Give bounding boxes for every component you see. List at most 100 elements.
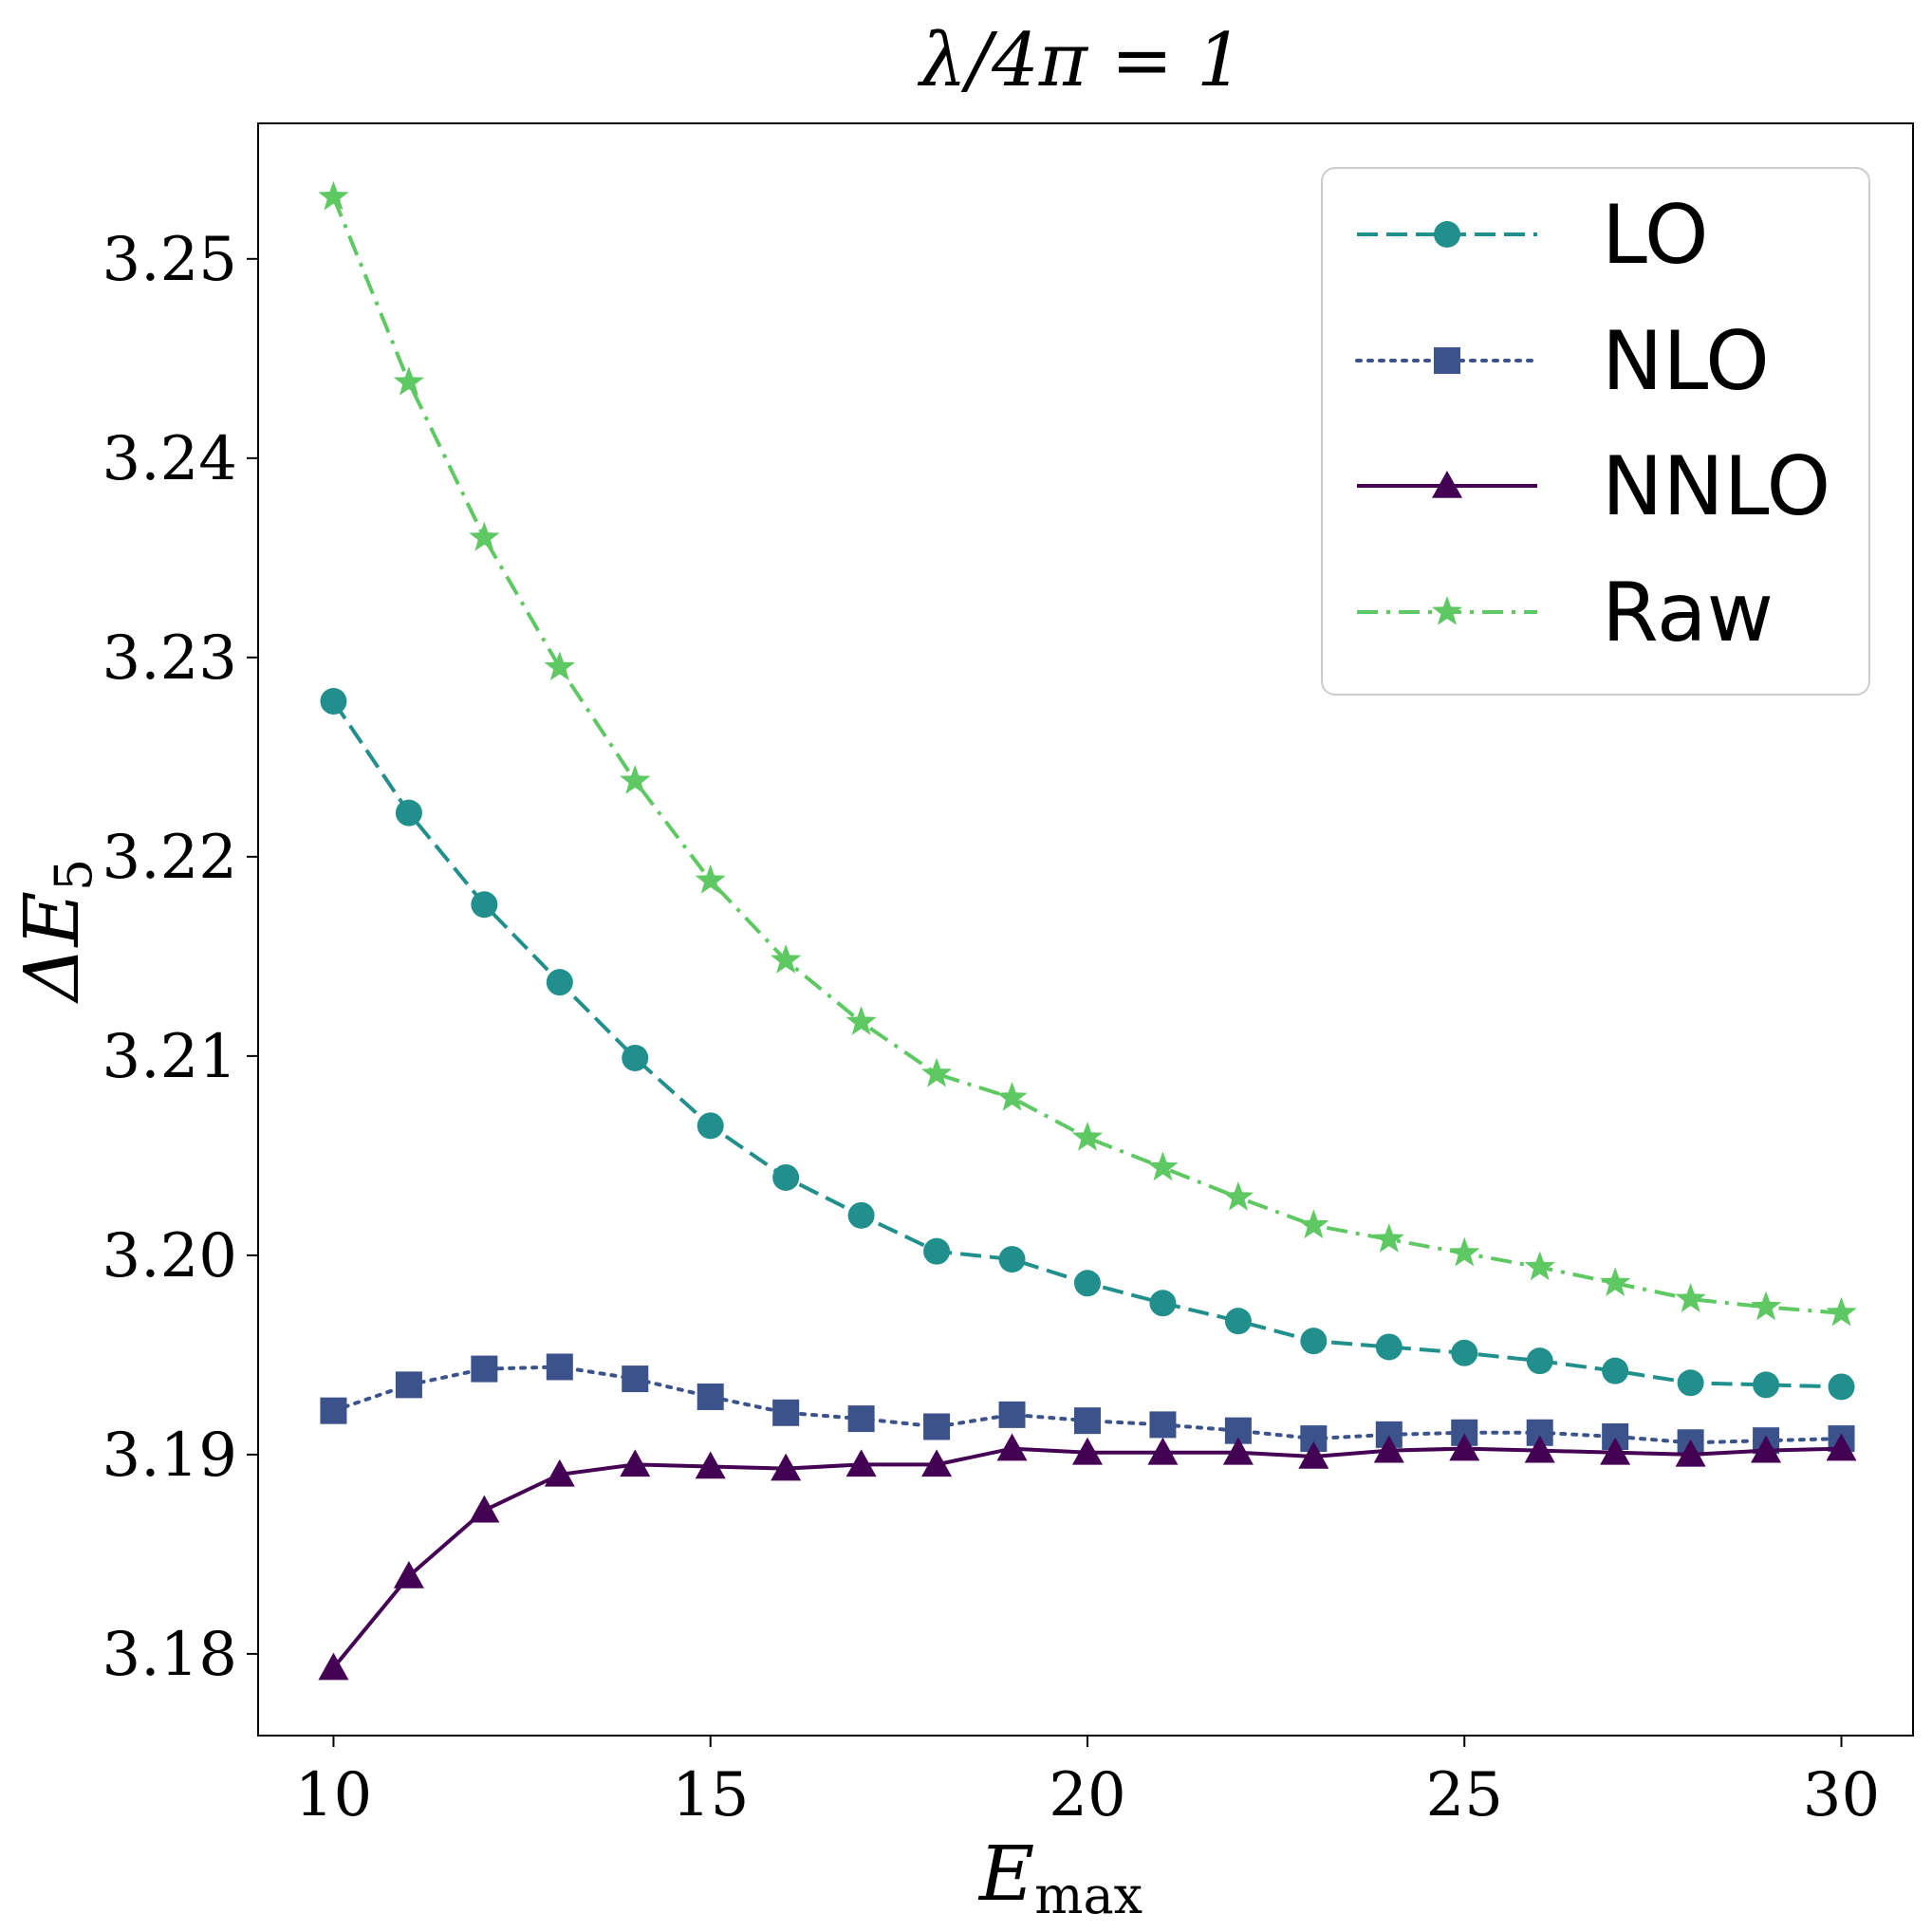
data-point-lo: [998, 1246, 1026, 1273]
data-point-raw: [845, 1006, 877, 1035]
data-point-lo: [847, 1201, 875, 1229]
y-axis-label: ΔE5: [8, 859, 103, 1005]
data-point-lo: [772, 1163, 800, 1191]
x-tick-label: 25: [1426, 1760, 1503, 1830]
data-point-nnlo: [1373, 1435, 1404, 1463]
data-point-nlo: [622, 1365, 649, 1393]
data-point-lo: [471, 891, 498, 919]
data-point-raw: [771, 944, 802, 974]
legend-frame: [1321, 167, 1870, 696]
y-axis-label-subscript: 5: [44, 859, 103, 891]
data-point-lo: [1224, 1308, 1252, 1335]
data-point-lo: [1073, 1270, 1101, 1297]
data-point-raw: [1750, 1291, 1782, 1321]
data-point-nnlo: [1675, 1439, 1706, 1467]
data-point-nlo: [320, 1397, 347, 1424]
data-point-nlo: [1073, 1407, 1101, 1435]
y-axis-label-main: ΔE: [8, 891, 96, 1004]
chart-title: λ/4π = 1: [917, 18, 1243, 103]
data-point-raw: [1675, 1283, 1706, 1312]
data-point-nlo: [546, 1353, 573, 1381]
data-point-lo: [1753, 1371, 1780, 1399]
y-tick-label: 3.20: [102, 1221, 238, 1291]
legend-marker-lo: [1434, 221, 1460, 248]
x-axis-label: Emax: [977, 1830, 1142, 1925]
data-point-lo: [546, 969, 573, 996]
data-point-nnlo: [1524, 1435, 1555, 1463]
legend: LO NLO NNLO Raw: [1321, 167, 1870, 696]
data-point-raw: [996, 1081, 1028, 1111]
data-point-nnlo: [771, 1453, 802, 1481]
data-point-nlo: [471, 1355, 498, 1383]
y-tick-label: 3.19: [102, 1421, 238, 1491]
data-point-nlo: [998, 1401, 1026, 1428]
series-raw: [318, 180, 1857, 1327]
series-lo: [320, 688, 1855, 1401]
legend-entry-nnlo: NNLO: [1357, 439, 1830, 534]
data-point-lo: [395, 799, 422, 827]
legend-marker-raw: [1431, 596, 1463, 625]
data-point-raw: [1524, 1251, 1555, 1281]
data-point-lo: [1602, 1357, 1629, 1384]
y-tick-label: 3.24: [102, 424, 238, 494]
legend-entry-raw: Raw: [1357, 566, 1774, 660]
data-point-raw: [1298, 1209, 1329, 1239]
data-point-nlo: [697, 1383, 724, 1410]
legend-label-raw: Raw: [1602, 566, 1774, 660]
data-point-lo: [1149, 1290, 1177, 1317]
x-axis: 10 15 20 25 30: [295, 1736, 1880, 1830]
data-point-raw: [1147, 1151, 1179, 1181]
data-point-raw: [695, 864, 726, 894]
series-nnlo: [318, 1433, 1857, 1681]
data-point-lo: [697, 1112, 724, 1140]
data-point-nlo: [847, 1405, 875, 1433]
data-point-nnlo: [996, 1433, 1028, 1461]
y-tick-label: 3.22: [102, 823, 238, 893]
x-tick-label: 10: [295, 1760, 372, 1830]
data-point-nnlo: [1751, 1435, 1782, 1463]
legend-label-lo: LO: [1602, 188, 1709, 283]
data-point-lo: [1677, 1369, 1704, 1397]
data-point-nlo: [772, 1399, 800, 1426]
data-point-lo: [1300, 1328, 1328, 1355]
x-tick-label: 30: [1803, 1760, 1880, 1830]
data-point-nlo: [395, 1371, 422, 1399]
y-tick-label: 3.25: [102, 225, 238, 295]
data-point-nlo: [923, 1413, 951, 1440]
data-point-nnlo: [845, 1449, 877, 1477]
data-point-raw: [469, 521, 500, 551]
y-tick-label: 3.23: [102, 623, 238, 694]
data-point-raw: [393, 366, 425, 396]
data-point-lo: [320, 688, 347, 715]
y-tick-label: 3.21: [102, 1022, 238, 1092]
legend-marker-nnlo: [1432, 471, 1462, 498]
y-axis: 3.18 3.19 3.20 3.21 3.22 3.23 3.24 3.25: [102, 225, 258, 1690]
data-point-nnlo: [921, 1449, 953, 1477]
data-point-nnlo: [469, 1495, 500, 1523]
data-point-raw: [1373, 1223, 1404, 1253]
legend-entry-nlo: NLO: [1355, 314, 1770, 409]
data-point-raw: [920, 1057, 953, 1087]
data-point-lo: [622, 1044, 649, 1071]
data-point-nnlo: [1071, 1437, 1103, 1465]
plot-area: [318, 180, 1857, 1681]
data-point-nnlo: [1600, 1437, 1631, 1465]
data-point-nlo: [1149, 1411, 1177, 1439]
data-point-nnlo: [393, 1560, 424, 1588]
data-point-lo: [1375, 1333, 1403, 1361]
data-point-raw: [1599, 1267, 1631, 1297]
data-point-nnlo: [1147, 1437, 1179, 1465]
legend-entry-lo: LO: [1357, 188, 1709, 283]
data-point-lo: [1828, 1373, 1855, 1401]
data-point-lo: [1451, 1339, 1478, 1366]
series-line-raw: [331, 195, 1842, 1315]
axes-frame: [257, 122, 1914, 1737]
data-point-nnlo: [318, 1652, 349, 1681]
legend-label-nnlo: NNLO: [1602, 439, 1830, 534]
data-point-nnlo: [1298, 1440, 1329, 1469]
data-point-raw: [1826, 1296, 1857, 1327]
data-point-lo: [1526, 1347, 1553, 1375]
data-point-lo: [923, 1237, 951, 1265]
y-tick-label: 3.18: [102, 1620, 238, 1690]
